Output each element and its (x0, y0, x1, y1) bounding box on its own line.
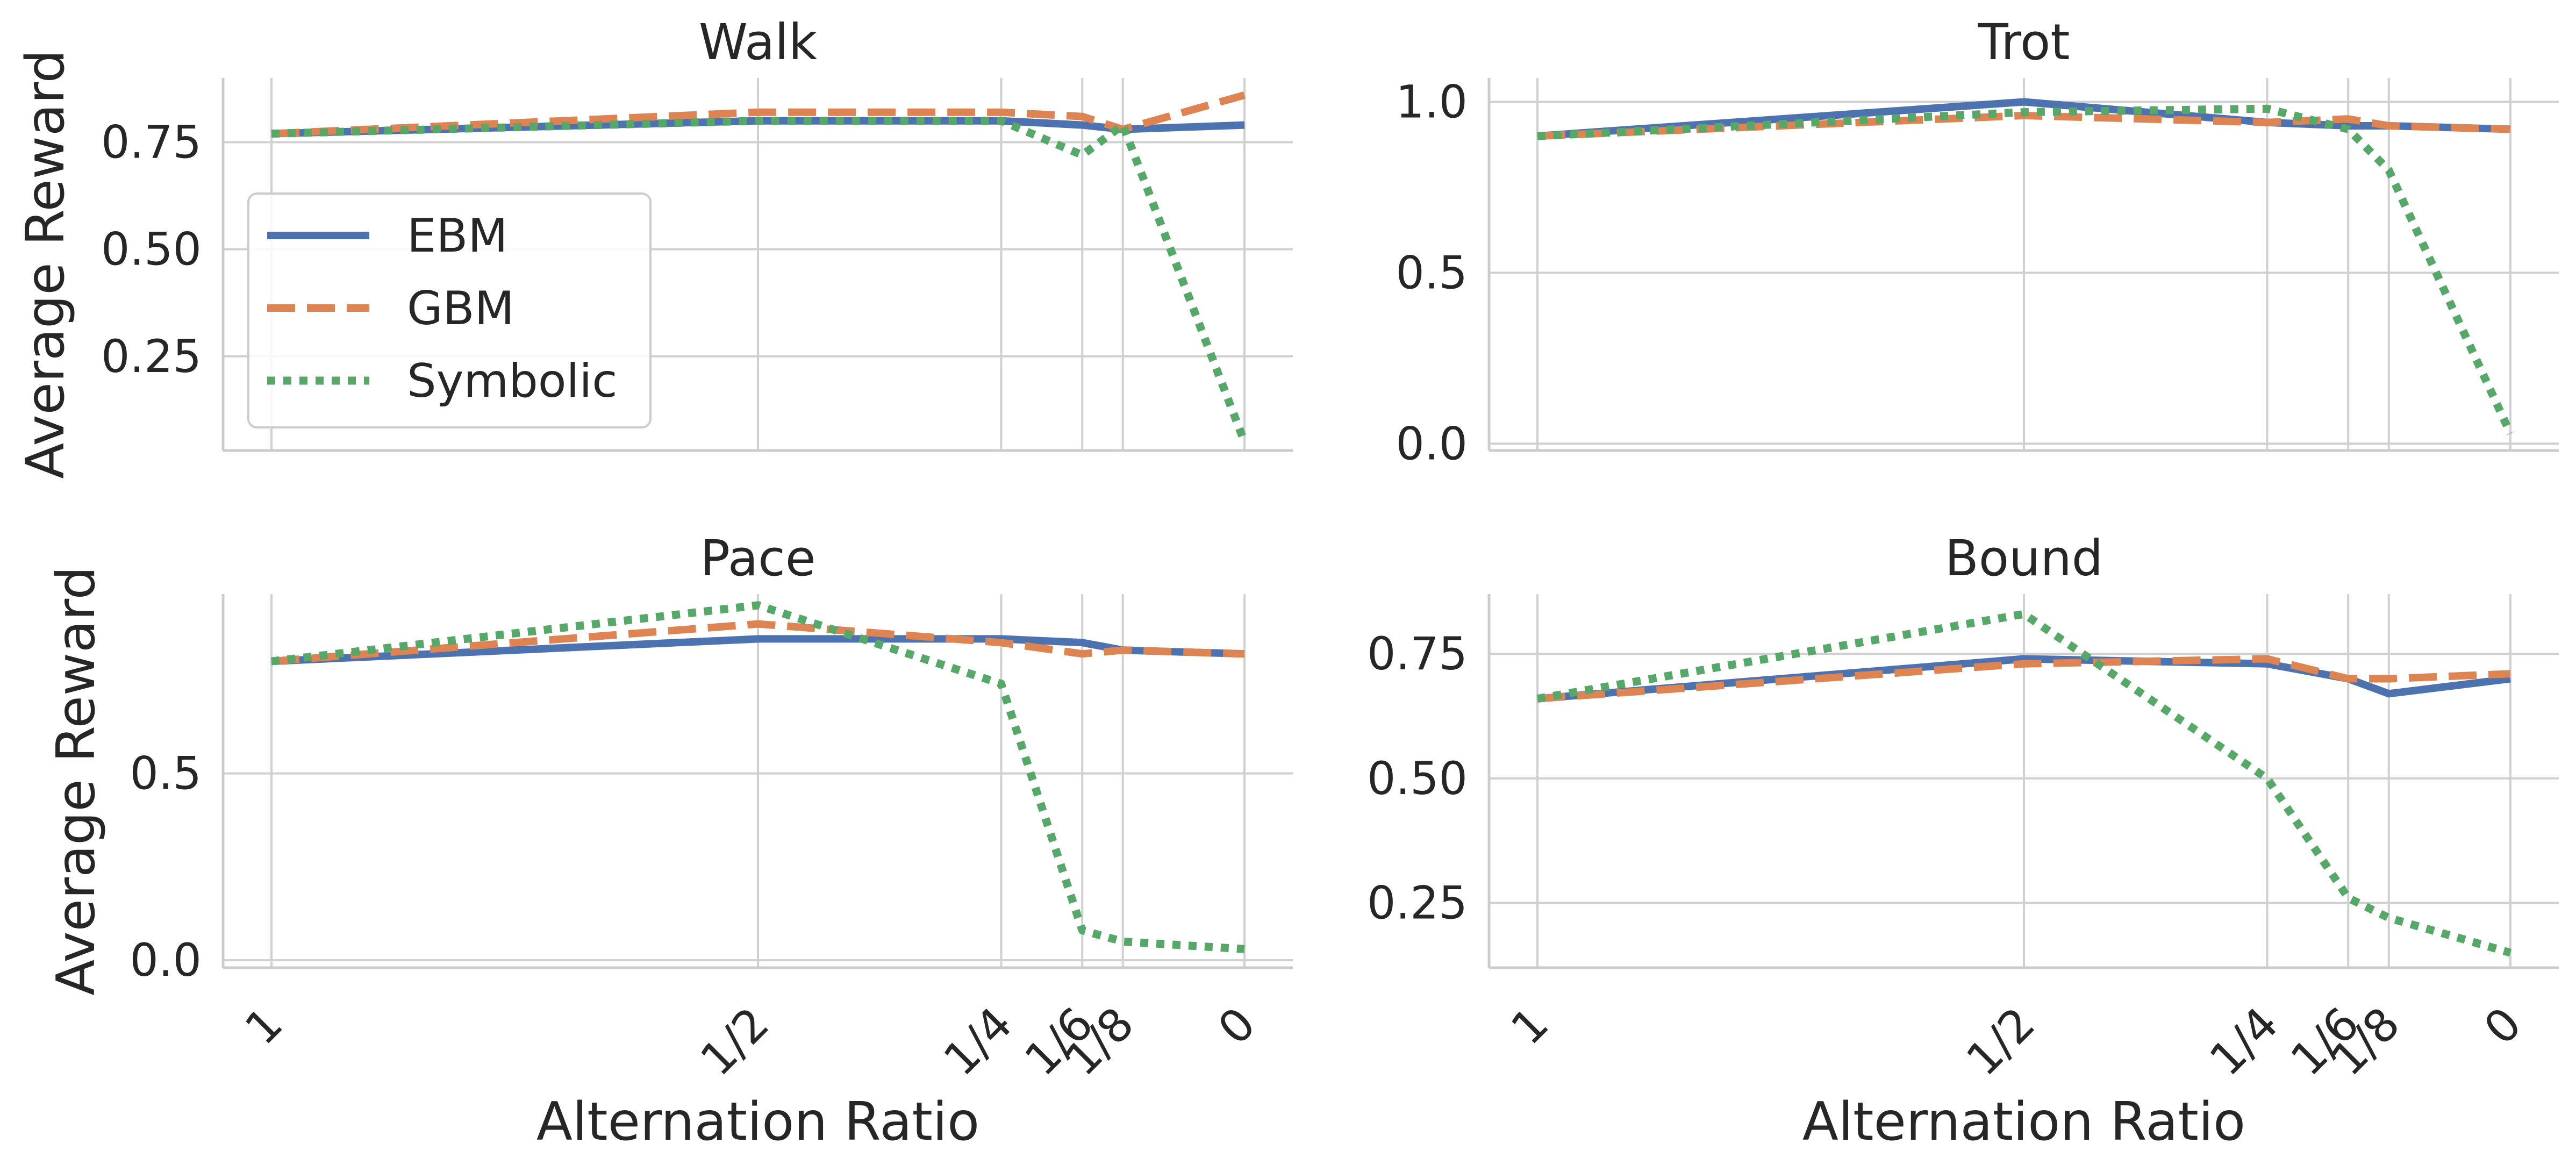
x-tick-label: 0 (2474, 997, 2531, 1055)
panel-trot: 0.0 0.5 1.0 Trot (1396, 13, 2559, 470)
y-axis-label: Average Reward (46, 566, 107, 996)
panel-title: Bound (1945, 530, 2103, 587)
y-tick-label: 0.75 (101, 116, 202, 168)
x-tick-label: 1/4 (934, 997, 1022, 1086)
y-tick-label: 0.75 (1367, 627, 1468, 680)
series-line-gbm (271, 91, 1246, 138)
series-line-gbm (1537, 655, 2511, 703)
y-axis-label: Average Reward (15, 49, 76, 479)
x-tick-label: 1/2 (690, 997, 779, 1086)
panel-walk: 0.25 0.50 0.75 Walk Average Reward (15, 13, 1293, 479)
y-tick-label: 0.25 (101, 330, 202, 383)
legend: EBM GBM Symbolic (247, 192, 652, 428)
x-tick-label: 1/2 (1956, 997, 2045, 1086)
series-line-symbolic (1537, 104, 2514, 435)
x-tick-label: 0 (1208, 997, 1265, 1055)
series-line-ebm (271, 635, 1245, 666)
series-line-symbolic (1536, 610, 2512, 957)
legend-label: GBM (407, 282, 514, 335)
x-tick-label: 1 (235, 997, 292, 1055)
y-tick-label: 0.50 (101, 223, 202, 276)
y-tick-label: 0.25 (1367, 877, 1468, 930)
panel-title: Walk (699, 13, 818, 71)
x-tick-label: 1/4 (2200, 997, 2288, 1086)
series-line-symbolic (271, 117, 1249, 444)
y-tick-label: 0.5 (1396, 246, 1468, 299)
panel-title: Trot (1978, 13, 2070, 71)
legend-label: EBM (407, 209, 508, 263)
y-tick-label: 0.0 (1396, 417, 1468, 470)
y-tick-label: 0.50 (1367, 752, 1468, 805)
series-line-symbolic (271, 601, 1245, 953)
y-tick-label: 0.5 (130, 747, 202, 800)
x-axis-label: Alternation Ratio (536, 1091, 979, 1153)
y-tick-label: 1.0 (1396, 76, 1468, 128)
legend-label: Symbolic (407, 354, 618, 408)
y-tick-label: 0.0 (130, 934, 202, 987)
x-axis-label: Alternation Ratio (1802, 1091, 2245, 1153)
panel-title: Pace (700, 530, 816, 587)
x-tick-label: 1 (1501, 997, 1558, 1055)
series-line-gbm (271, 620, 1245, 666)
legend-box (247, 192, 652, 428)
